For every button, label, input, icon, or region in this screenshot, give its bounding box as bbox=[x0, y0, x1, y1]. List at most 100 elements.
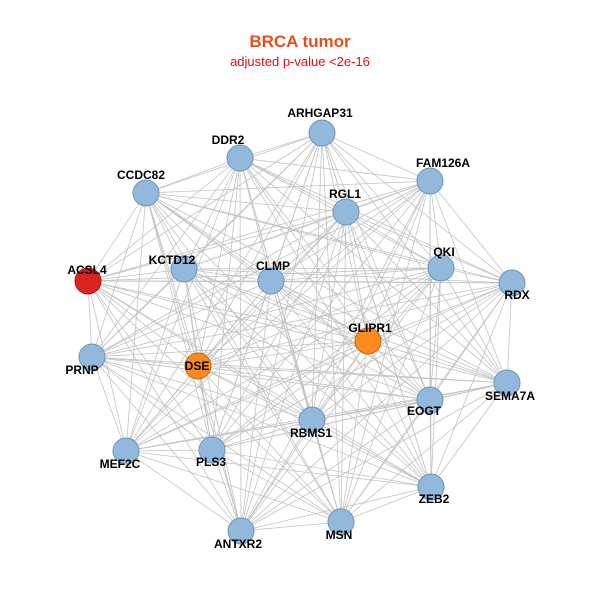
network-edge bbox=[345, 211, 431, 401]
network-edge bbox=[367, 180, 431, 342]
network-edge bbox=[240, 399, 431, 532]
network-edge bbox=[197, 365, 342, 523]
network-edge bbox=[87, 157, 241, 282]
node-label-DDR2: DDR2 bbox=[212, 133, 245, 147]
network-edge bbox=[145, 192, 342, 523]
network-edge bbox=[321, 132, 431, 401]
network-edge bbox=[239, 157, 513, 284]
network-edge bbox=[240, 267, 442, 532]
network-edge bbox=[240, 280, 272, 532]
network-edge bbox=[87, 280, 432, 488]
node-label-ANTXR2: ANTXR2 bbox=[214, 537, 262, 551]
network-edge bbox=[506, 282, 513, 384]
network-edge bbox=[239, 157, 347, 213]
chart-subtitle: adjusted p-value <2e-16 bbox=[230, 54, 370, 69]
network-edge bbox=[87, 192, 147, 282]
network-edge bbox=[183, 268, 432, 488]
node-label-KCTD12: KCTD12 bbox=[149, 253, 196, 267]
network-edge bbox=[367, 340, 508, 384]
network-edge bbox=[197, 365, 313, 421]
network-edge bbox=[87, 280, 127, 452]
network-edge bbox=[430, 382, 508, 488]
network-edge bbox=[91, 340, 369, 358]
network-edge bbox=[367, 340, 432, 488]
network-edge bbox=[430, 282, 513, 488]
node-RDX bbox=[498, 269, 526, 297]
network-edge bbox=[87, 280, 508, 384]
network-edge bbox=[145, 192, 431, 401]
network-edge bbox=[211, 180, 431, 451]
node-label-GLIPR1: GLIPR1 bbox=[348, 321, 392, 335]
network-edge bbox=[240, 521, 342, 532]
network-edge bbox=[440, 267, 508, 384]
network-edge bbox=[125, 340, 369, 452]
network-edge bbox=[145, 192, 508, 384]
network-edge bbox=[125, 419, 313, 452]
network-edge bbox=[340, 382, 508, 523]
network-edge bbox=[345, 211, 432, 488]
network-edge bbox=[87, 280, 369, 342]
network-edge bbox=[429, 399, 432, 488]
network-edge bbox=[91, 280, 272, 358]
node-label-RBMS1: RBMS1 bbox=[290, 426, 332, 440]
network-edge bbox=[345, 211, 508, 384]
network-edge bbox=[429, 180, 432, 488]
network-edge bbox=[211, 449, 242, 532]
network-edge bbox=[270, 280, 431, 401]
labels-layer: ARHGAP31 DDR2 FAM126A CCDC82 RGL1 QKI KCTD12 CL… bbox=[65, 106, 535, 551]
network-edge bbox=[197, 282, 513, 367]
network-edge bbox=[211, 449, 342, 523]
node-MSN bbox=[327, 508, 355, 536]
node-KCTD12 bbox=[170, 255, 198, 283]
network-edge bbox=[183, 268, 513, 284]
network-edge bbox=[183, 211, 347, 270]
node-label-PRNP: PRNP bbox=[65, 363, 98, 377]
network-edge bbox=[145, 192, 313, 421]
node-FAM126A bbox=[416, 167, 444, 195]
node-SEMA7A bbox=[493, 369, 521, 397]
network-edge bbox=[340, 486, 432, 523]
network-edge bbox=[145, 192, 347, 213]
network-edge bbox=[340, 211, 347, 523]
node-GLIPR1 bbox=[354, 327, 382, 355]
network-edge bbox=[145, 180, 431, 194]
node-label-ZEB2: ZEB2 bbox=[419, 492, 450, 506]
node-ZEB2 bbox=[417, 473, 445, 501]
network-edge bbox=[239, 157, 242, 532]
network-edge bbox=[125, 192, 147, 452]
node-QKI bbox=[427, 254, 455, 282]
network-edge bbox=[321, 132, 508, 384]
node-PLS3 bbox=[198, 436, 226, 464]
network-edge bbox=[125, 450, 432, 488]
node-label-MSN: MSN bbox=[326, 528, 353, 542]
network-edge bbox=[430, 267, 442, 488]
network-edge bbox=[240, 382, 508, 532]
network-edge bbox=[145, 157, 241, 194]
network-edge bbox=[125, 267, 442, 452]
node-label-RGL1: RGL1 bbox=[329, 187, 361, 201]
network-edge bbox=[367, 340, 431, 401]
network-edge bbox=[87, 268, 185, 282]
network-edge bbox=[239, 157, 272, 282]
node-RBMS1 bbox=[298, 406, 326, 434]
node-ANTXR2 bbox=[227, 517, 255, 545]
network-edge bbox=[87, 280, 431, 401]
network-edge bbox=[91, 132, 323, 358]
network-edge bbox=[91, 268, 185, 358]
node-PRNP bbox=[78, 343, 106, 371]
node-label-SEMA7A: SEMA7A bbox=[485, 389, 535, 403]
edges-layer bbox=[87, 132, 513, 532]
network-edge bbox=[87, 132, 323, 282]
network-edge bbox=[211, 157, 241, 451]
node-label-ARHGAP31: ARHGAP31 bbox=[287, 106, 353, 120]
network-edge bbox=[311, 180, 431, 421]
node-label-ACSL4: ACSL4 bbox=[67, 263, 107, 277]
network-edge bbox=[91, 356, 213, 451]
network-edge bbox=[429, 180, 508, 384]
network-edge bbox=[197, 340, 369, 367]
node-label-RDX: RDX bbox=[504, 288, 529, 302]
network-edge bbox=[145, 192, 185, 270]
network-edge bbox=[91, 356, 431, 401]
node-MEF2C bbox=[112, 437, 140, 465]
node-DDR2 bbox=[226, 144, 254, 172]
